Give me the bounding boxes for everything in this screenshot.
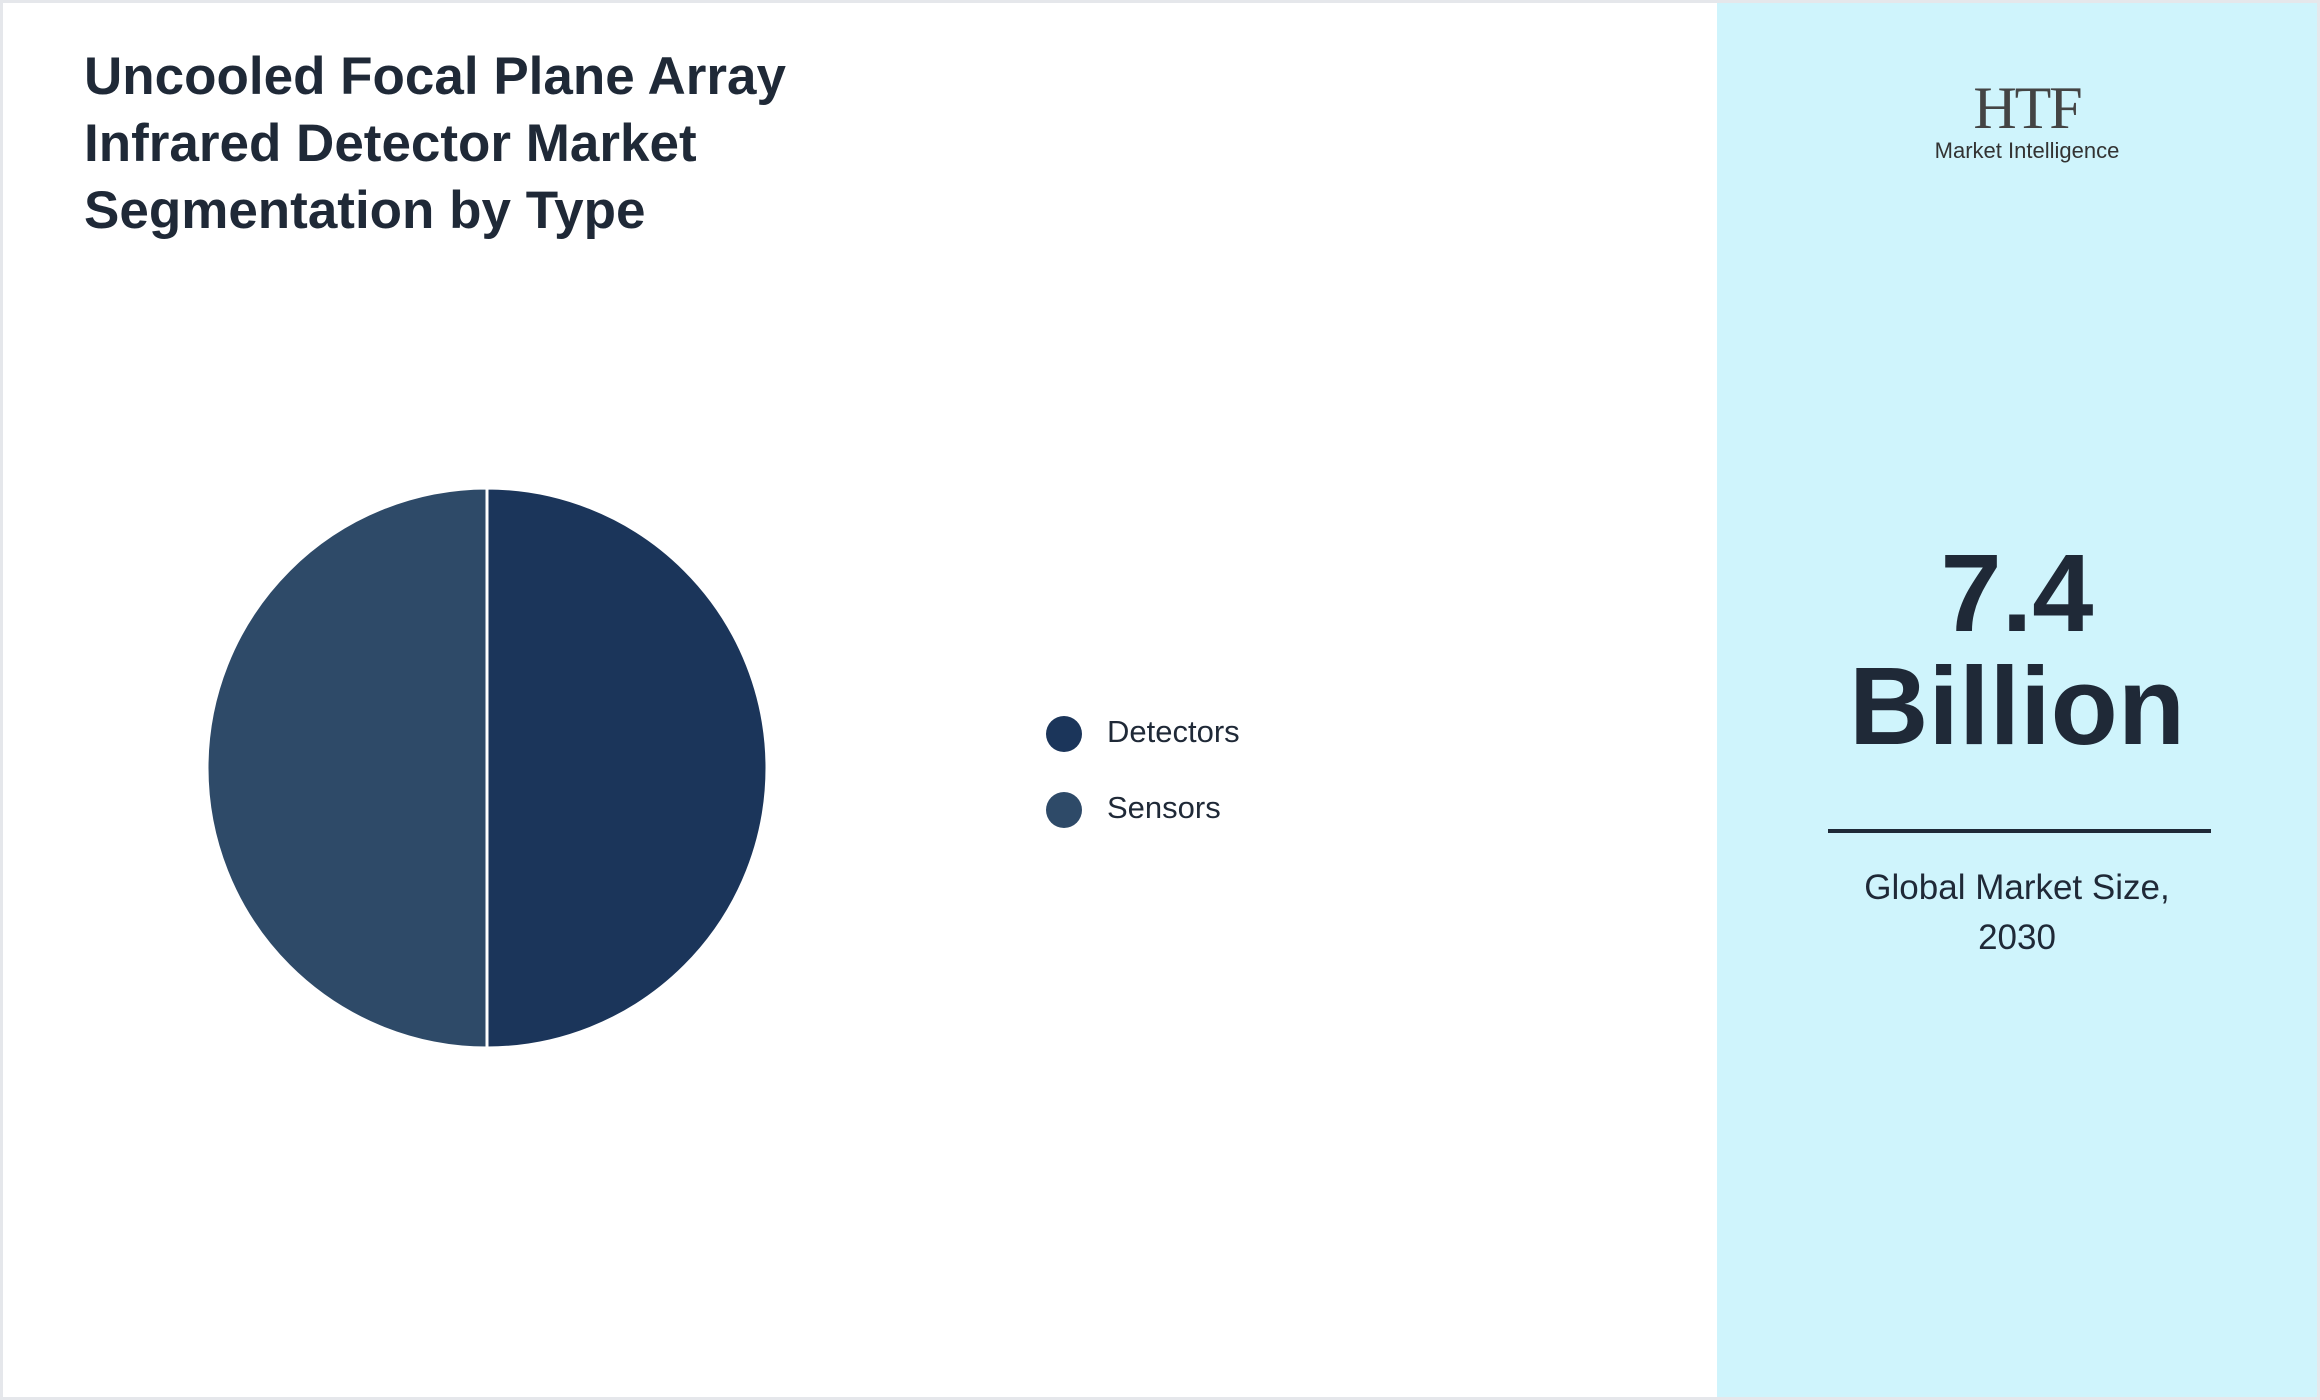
chart: Detectors Sensors bbox=[205, 486, 1240, 1050]
legend-swatch bbox=[1046, 716, 1082, 752]
side-panel: HTF Market Intelligence 7.4 Billion Glob… bbox=[1717, 3, 2317, 1397]
legend-label: Sensors bbox=[1107, 790, 1221, 825]
logo-tagline: Market Intelligence bbox=[1934, 138, 2120, 163]
legend-swatch bbox=[1046, 792, 1082, 828]
pie-slice bbox=[485, 486, 769, 1050]
logo-brand: HTF bbox=[1973, 75, 2082, 141]
logo: HTF Market Intelligence bbox=[1927, 78, 2127, 164]
kpi-unit: Billion bbox=[1848, 645, 2186, 768]
divider bbox=[1828, 829, 2211, 833]
legend-label: Detectors bbox=[1107, 714, 1240, 749]
chart-title: Uncooled Focal Plane Array Infrared Dete… bbox=[84, 47, 786, 240]
pie-slice bbox=[205, 486, 489, 1050]
kpi-label: Global Market Size, 2030 bbox=[1864, 868, 2170, 957]
kpi-value: 7.4 bbox=[1940, 532, 2094, 655]
